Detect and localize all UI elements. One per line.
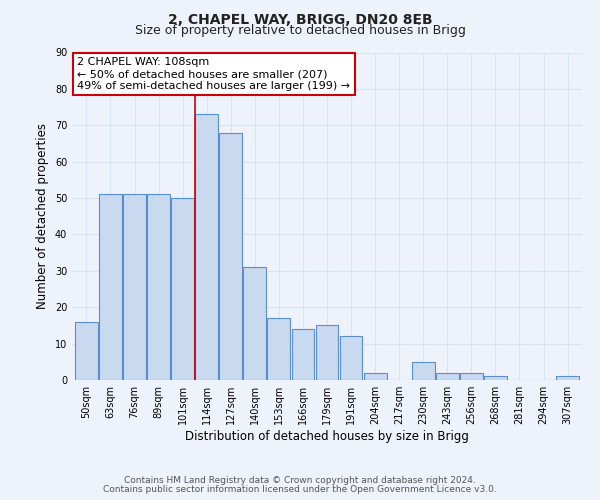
Bar (460, 372, 483, 380)
Bar (556, 376, 579, 380)
Bar (123, 194, 146, 380)
Bar (195, 114, 218, 380)
Bar (316, 326, 338, 380)
Text: 2, CHAPEL WAY, BRIGG, DN20 8EB: 2, CHAPEL WAY, BRIGG, DN20 8EB (167, 12, 433, 26)
Text: Contains HM Land Registry data © Crown copyright and database right 2024.: Contains HM Land Registry data © Crown c… (124, 476, 476, 485)
Bar (436, 372, 459, 380)
Bar (364, 372, 386, 380)
Bar (147, 194, 170, 380)
Bar (171, 198, 194, 380)
Bar (412, 362, 434, 380)
Bar (292, 329, 314, 380)
Bar (484, 376, 507, 380)
Bar (340, 336, 362, 380)
Text: Size of property relative to detached houses in Brigg: Size of property relative to detached ho… (134, 24, 466, 37)
Bar (268, 318, 290, 380)
Bar (75, 322, 98, 380)
Text: 2 CHAPEL WAY: 108sqm
← 50% of detached houses are smaller (207)
49% of semi-deta: 2 CHAPEL WAY: 108sqm ← 50% of detached h… (77, 58, 350, 90)
Y-axis label: Number of detached properties: Number of detached properties (36, 123, 49, 309)
Bar (220, 132, 242, 380)
X-axis label: Distribution of detached houses by size in Brigg: Distribution of detached houses by size … (185, 430, 469, 443)
Bar (99, 194, 122, 380)
Bar (244, 267, 266, 380)
Text: Contains public sector information licensed under the Open Government Licence v3: Contains public sector information licen… (103, 485, 497, 494)
